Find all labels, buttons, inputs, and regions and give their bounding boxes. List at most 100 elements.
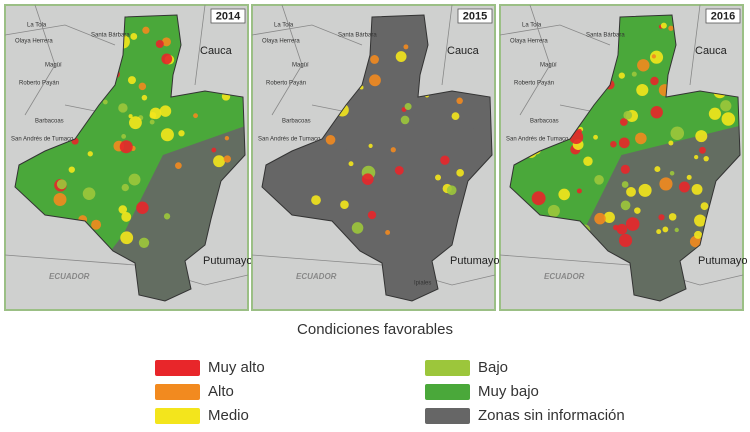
condition-patch	[583, 156, 593, 166]
condition-patch	[163, 213, 171, 220]
place-label: ECUADOR	[544, 272, 585, 281]
condition-patch	[155, 39, 164, 49]
condition-patch	[118, 205, 128, 214]
condition-patch	[351, 222, 364, 234]
legend-label: Muy bajo	[478, 383, 539, 400]
condition-patch	[118, 103, 128, 113]
condition-patch	[120, 231, 134, 245]
place-label: Cauca	[695, 45, 728, 57]
condition-patch	[694, 230, 703, 239]
condition-patch	[695, 130, 708, 143]
condition-patch	[637, 59, 650, 72]
condition-patch	[367, 210, 377, 220]
condition-patch	[102, 99, 108, 105]
condition-patch	[361, 173, 374, 186]
place-label: Santa Bárbara	[338, 33, 377, 39]
condition-patch	[658, 214, 665, 221]
place-label: Olaya Herrera	[15, 39, 53, 45]
year-label: 2016	[711, 10, 735, 22]
condition-patch	[547, 204, 560, 217]
place-label: Santa Bárbara	[586, 33, 625, 39]
condition-patch	[603, 211, 615, 223]
legend-swatch	[155, 408, 200, 424]
condition-patch	[618, 233, 633, 248]
condition-patch	[149, 107, 162, 120]
condition-patch	[129, 116, 142, 130]
condition-patch	[662, 226, 669, 233]
condition-patch	[369, 74, 381, 87]
condition-patch	[635, 132, 647, 145]
condition-patch	[325, 134, 336, 145]
condition-patch	[435, 174, 442, 181]
condition-patch	[669, 170, 675, 176]
condition-patch	[650, 105, 663, 119]
condition-patch	[451, 112, 460, 121]
condition-patch	[636, 83, 649, 97]
border-lines	[251, 4, 496, 286]
condition-patch	[394, 165, 404, 175]
legend-label: Zonas sin información	[478, 407, 625, 424]
place-label: Barbacoas	[282, 119, 311, 125]
place-label: Barbacoas	[35, 119, 64, 125]
condition-patch	[138, 237, 150, 248]
year-label: 2014	[216, 10, 241, 22]
condition-patch	[650, 76, 659, 86]
condition-patch	[694, 155, 699, 160]
condition-patch	[456, 169, 464, 177]
legend-swatch	[425, 384, 470, 400]
condition-patch	[670, 126, 685, 141]
condition-patch	[638, 183, 652, 197]
border-lines	[499, 4, 744, 286]
condition-patch	[721, 112, 736, 126]
condition-patch	[594, 212, 606, 225]
condition-patch	[223, 155, 232, 163]
place-label: Putumayo	[450, 255, 500, 267]
condition-patch	[694, 214, 707, 227]
condition-patch	[68, 166, 75, 173]
condition-patch	[616, 223, 628, 235]
condition-patch	[446, 185, 457, 196]
condition-patch	[691, 183, 703, 195]
condition-patch	[659, 177, 673, 191]
place-label: San Andrés de Tumaco	[11, 137, 74, 143]
condition-patch	[128, 173, 141, 186]
legend-swatch	[155, 384, 200, 400]
condition-patch	[631, 71, 637, 77]
place-label: Olaya Herrera	[510, 39, 548, 45]
condition-patch	[656, 229, 662, 235]
border-lines	[4, 4, 249, 286]
condition-patch	[558, 188, 570, 201]
condition-patch	[594, 175, 604, 185]
condition-patch	[213, 155, 226, 168]
condition-patch	[395, 51, 407, 62]
condition-patch	[708, 107, 722, 120]
condition-patch	[619, 118, 628, 126]
condition-patch	[160, 128, 174, 142]
year-box	[705, 8, 741, 24]
year-box	[210, 8, 246, 24]
condition-patch	[703, 155, 709, 162]
place-label: ECUADOR	[296, 272, 337, 281]
condition-patch	[620, 200, 631, 211]
condition-patch	[400, 115, 410, 125]
condition-patch	[403, 44, 409, 50]
condition-patch	[175, 162, 182, 169]
place-label: Olaya Herrera	[262, 39, 300, 45]
place-label: San Andrés de Tumaco	[506, 137, 569, 143]
condition-patch	[623, 110, 633, 120]
place-label: Roberto Payán	[514, 81, 554, 87]
legend-label: Muy alto	[208, 359, 265, 376]
condition-patch	[149, 119, 155, 125]
condition-patch	[127, 76, 136, 85]
place-label: ECUADOR	[49, 272, 90, 281]
condition-patch	[368, 143, 373, 148]
condition-patch	[668, 140, 674, 146]
place-label: Magüí	[292, 63, 309, 69]
condition-patch	[138, 82, 147, 91]
legend-swatch	[425, 408, 470, 424]
condition-patch	[119, 140, 133, 154]
condition-patch	[161, 53, 173, 65]
place-label: La Tola	[274, 23, 294, 29]
condition-patch	[593, 134, 598, 140]
